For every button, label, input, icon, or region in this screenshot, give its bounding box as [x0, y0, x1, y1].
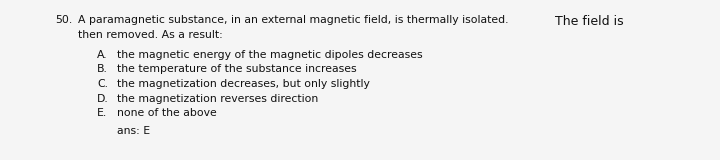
Text: D.: D.: [97, 93, 109, 104]
Text: The field is: The field is: [555, 15, 624, 28]
Text: the magnetization reverses direction: the magnetization reverses direction: [117, 93, 318, 104]
Text: the temperature of the substance increases: the temperature of the substance increas…: [117, 64, 356, 75]
Text: E.: E.: [97, 108, 107, 118]
Text: 50.: 50.: [55, 15, 72, 25]
Text: then removed. As a result:: then removed. As a result:: [78, 30, 222, 40]
Text: C.: C.: [97, 79, 108, 89]
Text: the magnetic energy of the magnetic dipoles decreases: the magnetic energy of the magnetic dipo…: [117, 50, 423, 60]
Text: B.: B.: [97, 64, 108, 75]
Text: ans: E: ans: E: [117, 127, 150, 136]
Text: none of the above: none of the above: [117, 108, 217, 118]
Text: the magnetization decreases, but only slightly: the magnetization decreases, but only sl…: [117, 79, 370, 89]
Text: A paramagnetic substance, in an external magnetic field, is thermally isolated.: A paramagnetic substance, in an external…: [78, 15, 508, 25]
Text: A.: A.: [97, 50, 107, 60]
